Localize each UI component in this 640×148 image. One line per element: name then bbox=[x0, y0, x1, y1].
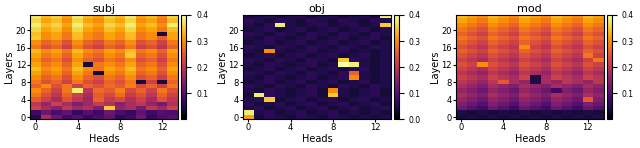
X-axis label: Heads: Heads bbox=[515, 134, 545, 144]
Title: subj: subj bbox=[93, 4, 116, 14]
Y-axis label: Layers: Layers bbox=[217, 51, 227, 83]
Y-axis label: Layers: Layers bbox=[4, 51, 14, 83]
Title: obj: obj bbox=[308, 4, 325, 14]
X-axis label: Heads: Heads bbox=[301, 134, 332, 144]
X-axis label: Heads: Heads bbox=[89, 134, 120, 144]
Title: mod: mod bbox=[518, 4, 542, 14]
Y-axis label: Layers: Layers bbox=[430, 51, 440, 83]
